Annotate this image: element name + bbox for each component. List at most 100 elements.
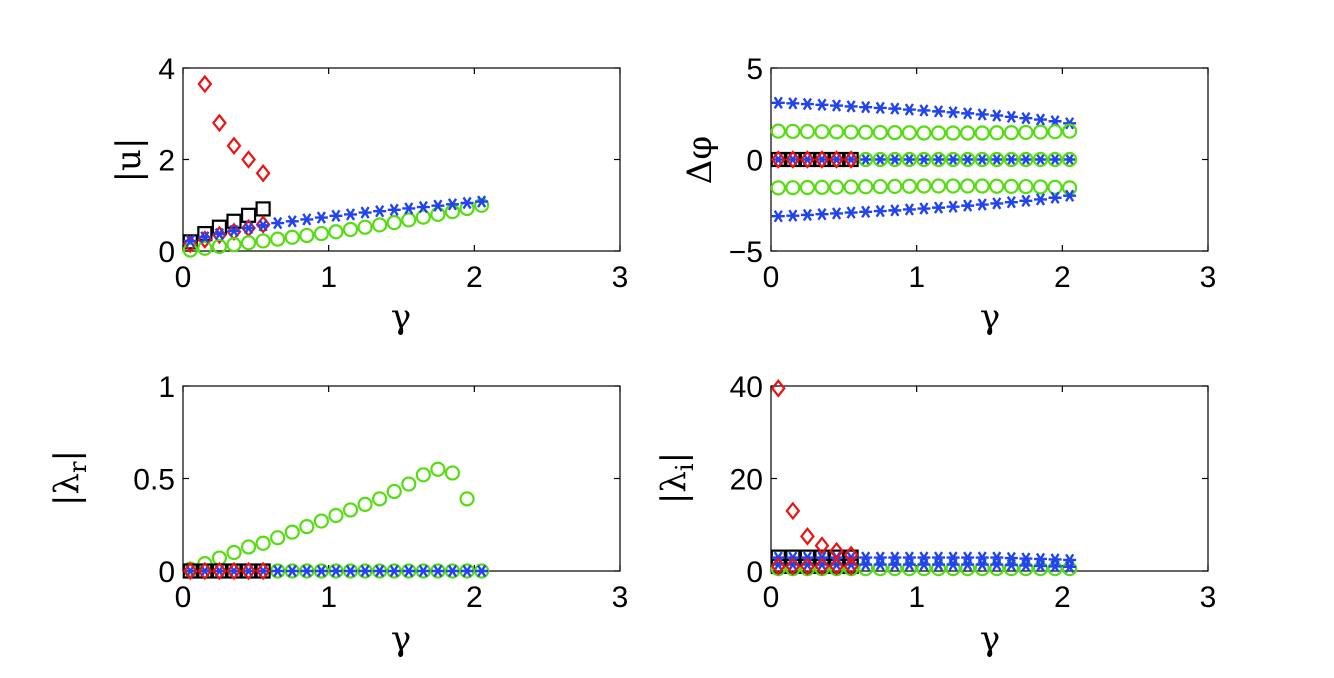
- data-point-green-circles-mid: [1047, 151, 1063, 168]
- data-point-blue-stars-lower: [888, 558, 902, 571]
- data-point-green-circles-top: [887, 124, 903, 141]
- axes-frame: [770, 385, 1209, 572]
- data-point-blue-stars-lower: [975, 558, 989, 571]
- data-point-blue-stars: [314, 211, 328, 224]
- data-point-green-circles: [960, 561, 976, 577]
- x-ticks: 0 1 2 3: [763, 68, 1216, 294]
- data-point-green-circles: [459, 491, 475, 507]
- x-tick-label: 2: [1054, 261, 1071, 294]
- data-point-green-circles-top: [770, 123, 786, 139]
- data-point-green-circles-mid: [989, 151, 1005, 168]
- data-point-blue-stars: [475, 564, 489, 578]
- data-point-green-circles-top: [828, 124, 845, 140]
- data-point-blue-stars: [198, 231, 212, 244]
- data-point-red-diamonds: [785, 557, 801, 576]
- data-point-red-diamonds: [255, 215, 271, 234]
- data-point-blue-stars: [271, 564, 285, 578]
- data-point-green-circles: [255, 535, 271, 551]
- x-tick-label: 0: [763, 261, 780, 294]
- data-point-blue-stars: [300, 564, 314, 578]
- data-point-green-circles-mid: [858, 151, 874, 168]
- data-point-green-circles-mid: [930, 151, 947, 168]
- data-point-green-circles-top: [843, 124, 859, 140]
- x-tick-label: 1: [320, 581, 337, 614]
- data-point-green-circles: [313, 513, 329, 529]
- data-point-green-circles: [357, 219, 373, 235]
- data-point-blue-stars: [445, 198, 459, 211]
- data-point-green-circles: [1018, 561, 1034, 577]
- data-point-red-diamonds: [182, 561, 198, 581]
- markers: [770, 379, 1078, 577]
- data-point-green-circles-top: [974, 125, 990, 141]
- data-point-green-circles-mid: [960, 151, 976, 168]
- data-point-blue-stars-top: [830, 99, 844, 112]
- x-tick-label: 2: [466, 581, 483, 614]
- data-point-blue-stars: [285, 564, 299, 578]
- data-point-green-circles: [1062, 561, 1078, 577]
- data-point-green-circles: [415, 467, 431, 483]
- data-point-green-circles-bottom: [770, 180, 786, 196]
- data-point-blue-stars-mid: [1004, 153, 1018, 166]
- panel-lami: 0 1 2 3 0 20 40 γ |λi|: [654, 371, 1216, 659]
- x-tick-label: 2: [1054, 581, 1071, 614]
- data-point-red-diamonds: [843, 545, 859, 565]
- data-point-green-circles: [270, 530, 286, 546]
- data-point-green-circles: [313, 226, 329, 242]
- data-point-green-circles-bottom: [872, 178, 888, 195]
- y-axis-label-end: |: [47, 450, 87, 461]
- data-point-blue-stars-bottom: [786, 209, 800, 222]
- data-point-red-diamonds: [197, 561, 213, 581]
- data-point-green-circles: [270, 231, 286, 247]
- data-point-green-circles: [182, 242, 198, 258]
- data-point-blue-stars-lower: [873, 558, 887, 571]
- data-point-blue-stars-mid: [1033, 153, 1047, 166]
- y-tick-label: 0: [158, 236, 175, 269]
- data-point-blue-stars: [402, 202, 416, 215]
- data-point-blue-stars: [373, 564, 387, 578]
- data-point-blue-stars: [475, 195, 489, 208]
- x-tick-label: 0: [763, 581, 780, 614]
- data-point-blue-stars: [460, 564, 474, 578]
- data-point-blue-stars-top: [844, 100, 858, 113]
- data-point-black-squares: [197, 226, 213, 242]
- data-point-blue-stars-lower: [859, 558, 873, 571]
- data-point-blue-stars: [358, 206, 372, 219]
- data-point-blue-stars: [416, 200, 430, 214]
- data-point-blue-stars-lower: [946, 558, 960, 571]
- data-point-green-circles: [342, 502, 359, 518]
- data-point-green-circles: [299, 227, 315, 244]
- data-point-green-circles-top: [1032, 124, 1049, 140]
- x-axis-label: γ: [980, 297, 1000, 337]
- y-ticks: −5 0 5: [729, 53, 1208, 269]
- data-point-green-circles: [226, 236, 242, 253]
- data-point-green-circles-bottom: [843, 179, 859, 195]
- data-point-red-diamonds-mid: [800, 150, 815, 169]
- data-point-green-circles: [299, 518, 315, 535]
- data-point-green-circles-top: [1047, 124, 1063, 140]
- data-point-blue-stars: [402, 564, 416, 578]
- data-point-green-circles-mid: [916, 151, 932, 168]
- data-point-green-circles: [401, 476, 417, 492]
- data-point-green-circles: [444, 465, 461, 481]
- data-point-blue-stars-lower: [1019, 559, 1033, 572]
- data-point-blue-stars: [460, 196, 474, 210]
- data-point-blue-stars-top: [800, 97, 814, 111]
- data-point-blue-stars-lower: [1004, 558, 1018, 572]
- data-point-red-diamonds: [226, 561, 242, 581]
- data-point-blue-stars: [344, 208, 358, 221]
- data-point-blue-stars-bottom: [990, 197, 1004, 210]
- data-point-green-circles-bottom: [799, 179, 816, 196]
- data-point-blue-stars-top: [1063, 117, 1077, 130]
- y-tick-label: 40: [730, 371, 763, 404]
- data-point-blue-stars: [183, 234, 197, 248]
- data-point-green-circles-bottom: [989, 178, 1005, 194]
- data-point-blue-stars-top: [888, 102, 902, 115]
- data-point-blue-stars-lower: [990, 558, 1004, 571]
- data-point-green-circles-top: [960, 125, 976, 141]
- y-axis-label-main: |λ: [654, 471, 694, 504]
- y-axis-label-subscript: r: [64, 461, 92, 473]
- data-point-blue-stars-lower: [902, 558, 916, 571]
- x-tick-label: 3: [612, 581, 629, 614]
- data-point-blue-stars-bottom: [859, 205, 873, 219]
